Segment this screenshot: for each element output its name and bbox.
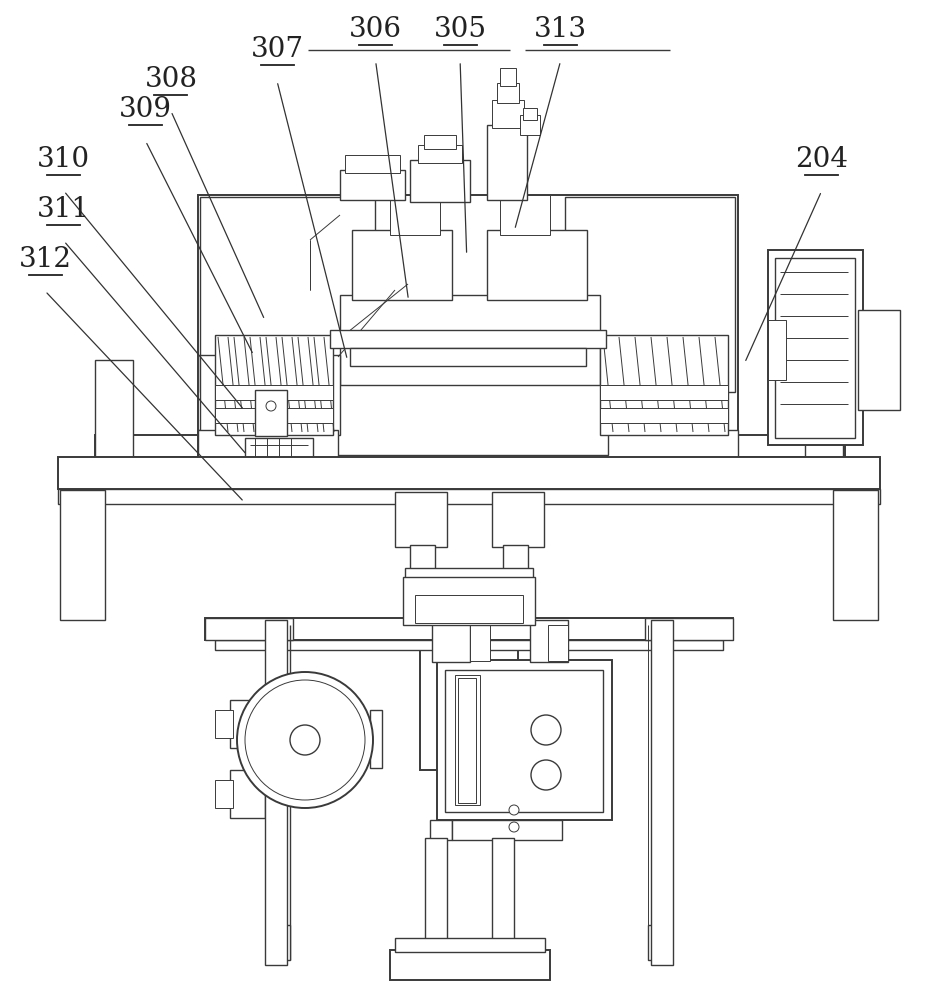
Bar [330, 380, 608, 455]
Bar [255, 390, 287, 436]
Bar [805, 360, 843, 457]
Bar [418, 145, 462, 163]
Bar [410, 545, 435, 573]
Bar [425, 838, 447, 960]
Bar [768, 250, 863, 445]
Bar [548, 625, 568, 661]
Bar [215, 385, 333, 400]
Bar [424, 135, 456, 149]
Bar [390, 195, 440, 235]
Bar [648, 925, 670, 960]
Bar [833, 490, 878, 620]
Bar [410, 160, 470, 202]
Text: 312: 312 [19, 246, 71, 273]
Bar [487, 125, 527, 200]
Bar [455, 675, 480, 805]
Bar [345, 155, 400, 173]
Bar [500, 195, 550, 235]
Bar [415, 595, 523, 623]
Bar [205, 618, 293, 640]
Text: 309: 309 [119, 96, 172, 123]
Bar [503, 545, 528, 573]
Bar [458, 678, 476, 803]
Bar [395, 938, 545, 952]
Bar [245, 438, 313, 458]
Bar [58, 489, 880, 504]
Bar [230, 700, 265, 748]
Bar [492, 100, 524, 128]
Text: 308: 308 [145, 66, 197, 93]
Bar [520, 115, 540, 135]
Bar [215, 710, 233, 738]
Bar [445, 670, 603, 812]
Bar [205, 618, 733, 640]
Bar [330, 330, 606, 348]
Bar [452, 820, 562, 840]
Bar [215, 408, 333, 423]
Bar [415, 580, 523, 590]
Bar [395, 492, 447, 547]
Bar [350, 348, 586, 366]
Text: 307: 307 [251, 36, 303, 63]
Text: 313: 313 [534, 16, 587, 43]
Bar [600, 408, 728, 423]
Circle shape [531, 715, 561, 745]
Bar [430, 820, 452, 840]
Bar [265, 620, 287, 965]
Bar [420, 570, 518, 770]
Bar [530, 620, 568, 662]
Bar [198, 195, 738, 457]
Bar [645, 618, 733, 640]
Bar [390, 950, 550, 980]
Bar [492, 838, 514, 960]
Bar [858, 310, 900, 410]
Bar [95, 435, 845, 457]
Circle shape [509, 805, 519, 815]
Bar [768, 320, 786, 380]
Bar [352, 230, 452, 300]
Bar [487, 230, 587, 300]
Bar [198, 430, 338, 460]
Text: 311: 311 [38, 196, 90, 223]
Text: 204: 204 [795, 146, 848, 173]
Bar [340, 170, 405, 200]
Bar [198, 430, 738, 460]
Text: 310: 310 [38, 146, 90, 173]
Circle shape [509, 822, 519, 832]
Bar [500, 68, 516, 86]
Bar [405, 568, 533, 580]
Bar [470, 625, 490, 661]
Bar [215, 640, 723, 650]
Bar [565, 197, 735, 392]
Bar [651, 620, 673, 965]
Bar [58, 457, 880, 489]
Bar [95, 457, 845, 469]
Bar [437, 660, 612, 820]
Circle shape [266, 401, 276, 411]
Bar [268, 925, 290, 960]
Bar [403, 577, 535, 625]
Bar [215, 780, 233, 808]
Text: 306: 306 [349, 16, 402, 43]
Bar [215, 335, 333, 435]
Circle shape [290, 725, 320, 755]
Bar [432, 620, 470, 662]
Bar [230, 770, 265, 818]
Bar [497, 83, 519, 103]
Bar [200, 197, 375, 392]
Bar [95, 360, 133, 457]
Bar [600, 385, 728, 400]
Bar [370, 710, 382, 768]
Circle shape [237, 672, 373, 808]
Circle shape [245, 680, 365, 800]
Bar [340, 295, 600, 385]
Bar [200, 355, 340, 435]
Bar [523, 108, 537, 120]
Bar [60, 490, 105, 620]
Bar [600, 335, 728, 435]
Bar [492, 492, 544, 547]
Bar [775, 258, 855, 438]
Circle shape [531, 760, 561, 790]
Text: 305: 305 [434, 16, 486, 43]
